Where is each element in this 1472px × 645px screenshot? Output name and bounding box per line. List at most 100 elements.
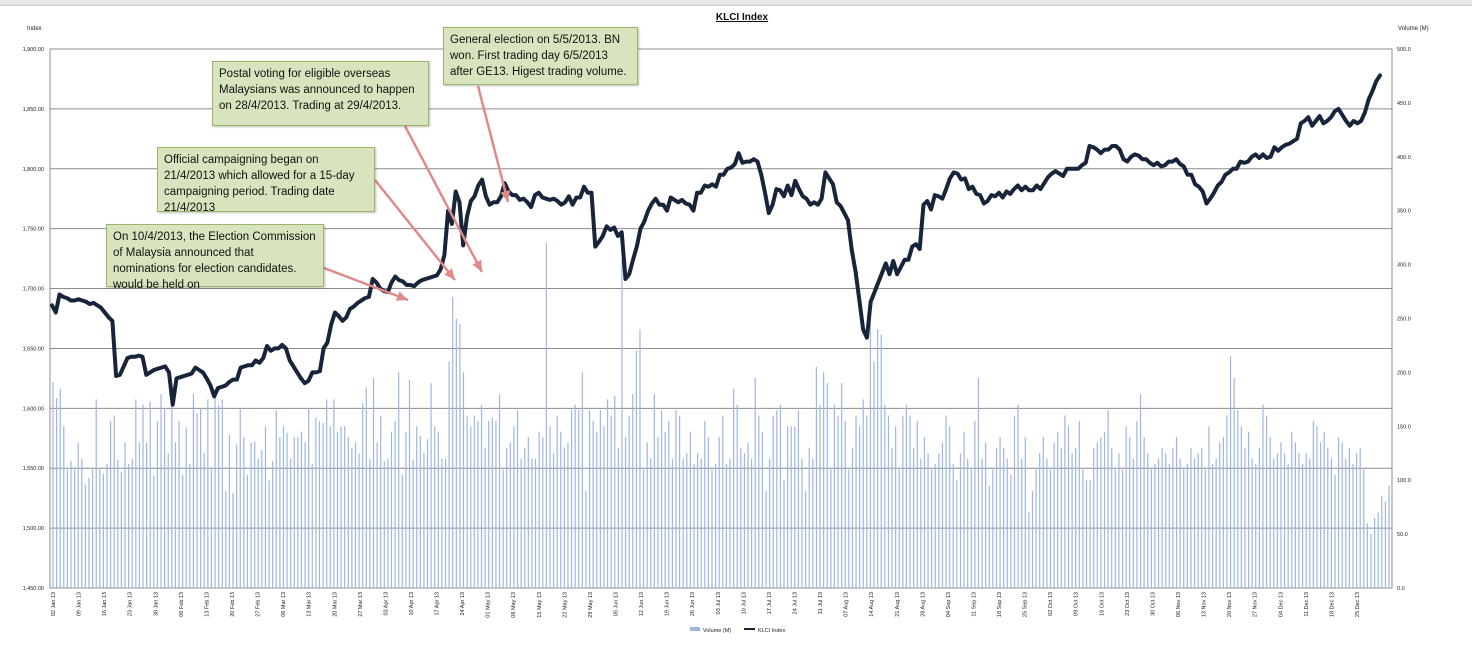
- volume-bar: [1222, 437, 1224, 588]
- volume-bar: [1114, 469, 1116, 588]
- volume-bar: [470, 426, 472, 588]
- x-tick-label: 20 Feb 13: [230, 592, 236, 617]
- volume-bar: [138, 442, 141, 588]
- volume-bar: [1129, 437, 1131, 588]
- volume-bar: [1082, 469, 1084, 588]
- volume-bar: [1172, 447, 1174, 588]
- volume-bar: [758, 415, 760, 588]
- volume-bar: [1219, 442, 1221, 588]
- volume-bar: [380, 415, 382, 588]
- x-tick-label: 14 Aug 13: [869, 592, 875, 617]
- volume-bar: [1125, 426, 1127, 588]
- volume-bar: [52, 382, 54, 588]
- volume-bar: [527, 437, 529, 588]
- volume-bar: [430, 383, 432, 588]
- legend-klci-label: KLCI Index: [758, 628, 785, 634]
- volume-bar: [228, 434, 231, 588]
- x-tick-label: 28 Aug 13: [920, 592, 926, 617]
- volume-bar: [257, 458, 259, 588]
- x-tick-label: 18 Sep 13: [997, 592, 1003, 617]
- volume-bar: [1373, 517, 1376, 588]
- volume-bar: [718, 437, 720, 588]
- x-tick-label: 07 Aug 13: [844, 592, 850, 617]
- y-tick-label: 1,850.00: [23, 107, 44, 113]
- volume-bar: [1139, 393, 1142, 588]
- x-tick-label: 24 Apr 13: [460, 592, 466, 616]
- volume-bar: [905, 404, 908, 588]
- volume-bar: [178, 420, 180, 588]
- volume-bar: [635, 350, 637, 588]
- volume-bar: [394, 420, 396, 588]
- volume-bar: [769, 458, 771, 588]
- volume-bar: [1204, 469, 1206, 588]
- volume-bar: [606, 399, 609, 588]
- volume-bar: [945, 415, 947, 588]
- volume-bar: [207, 399, 209, 588]
- volume-bar: [873, 361, 875, 588]
- x-tick-label: 27 Feb 13: [256, 592, 262, 617]
- x-tick-label: 09 Jan 13: [77, 592, 83, 616]
- volume-bar: [70, 460, 72, 588]
- volume-bar: [365, 387, 367, 588]
- window-top-strip: [0, 0, 1472, 6]
- x-tick-label: 03 Apr 13: [383, 592, 389, 616]
- volume-bar: [293, 437, 295, 588]
- volume-bar: [203, 453, 205, 588]
- volume-bar: [1042, 437, 1044, 588]
- volume-bar: [1147, 453, 1149, 588]
- volume-bar: [970, 469, 972, 588]
- x-tick-label: 11 Sep 13: [971, 592, 977, 617]
- volume-bar: [754, 377, 756, 588]
- volume-bar: [1186, 464, 1188, 588]
- volume-bar: [322, 423, 324, 588]
- x-tick-label: 05 Jun 13: [614, 592, 620, 616]
- legend: Volume (M) KLCI Index: [690, 627, 785, 634]
- volume-bar: [790, 426, 792, 588]
- volume-bar: [714, 464, 717, 588]
- x-tick-label: 04 Sep 13: [946, 592, 952, 617]
- volume-bar: [1269, 437, 1271, 588]
- volume-bar: [1107, 410, 1109, 588]
- volume-bar: [1060, 447, 1062, 588]
- volume-bar: [1240, 426, 1242, 588]
- volume-bar: [1161, 447, 1163, 588]
- x-tick-label: 20 Mar 13: [332, 592, 338, 617]
- volume-bar: [1323, 431, 1325, 588]
- volume-bar: [563, 447, 565, 588]
- volume-bar: [956, 480, 958, 588]
- volume-bar: [1057, 431, 1059, 588]
- volume-bar: [261, 450, 263, 588]
- volume-bar: [596, 431, 598, 588]
- volume-bar: [66, 469, 69, 588]
- volume-bar: [603, 426, 605, 588]
- volume-bar: [484, 447, 486, 588]
- axes: 1,450.00 1,500.00 1,550.00 1,600.00 1,650.00…: [23, 47, 1411, 618]
- y-tick-label: 1,500.00: [23, 526, 44, 532]
- volume-bar: [1175, 437, 1178, 588]
- volume-bar: [837, 415, 839, 588]
- x-tick-label: 09 Oct 13: [1074, 592, 1080, 616]
- volume-bar: [174, 442, 177, 588]
- volume-bar: [1010, 474, 1012, 588]
- x-tick-label: 06 Mar 13: [281, 592, 287, 617]
- volume-bar: [290, 458, 292, 588]
- volume-bar: [315, 417, 317, 588]
- volume-bar: [783, 480, 785, 588]
- volume-bar: [416, 426, 418, 588]
- volume-bar: [531, 458, 533, 588]
- volume-bar: [1334, 474, 1336, 588]
- volume-bar: [1143, 437, 1145, 588]
- x-tick-label: 27 Mar 13: [358, 592, 364, 617]
- volume-bar: [171, 388, 173, 588]
- x-tick-label: 02 Jan 13: [51, 592, 57, 616]
- y2-tick-label: 300.0: [1397, 263, 1411, 269]
- volume-bar: [574, 404, 576, 588]
- volume-bar: [1312, 420, 1314, 588]
- volume-bar: [740, 447, 742, 588]
- volume-bar: [286, 432, 288, 588]
- legend-volume-label: Volume (M): [703, 628, 731, 634]
- volume-bar: [412, 459, 414, 588]
- x-tick-label: 27 Nov 13: [1253, 592, 1259, 617]
- volume-bar: [542, 437, 544, 588]
- volume-bar: [1337, 437, 1340, 588]
